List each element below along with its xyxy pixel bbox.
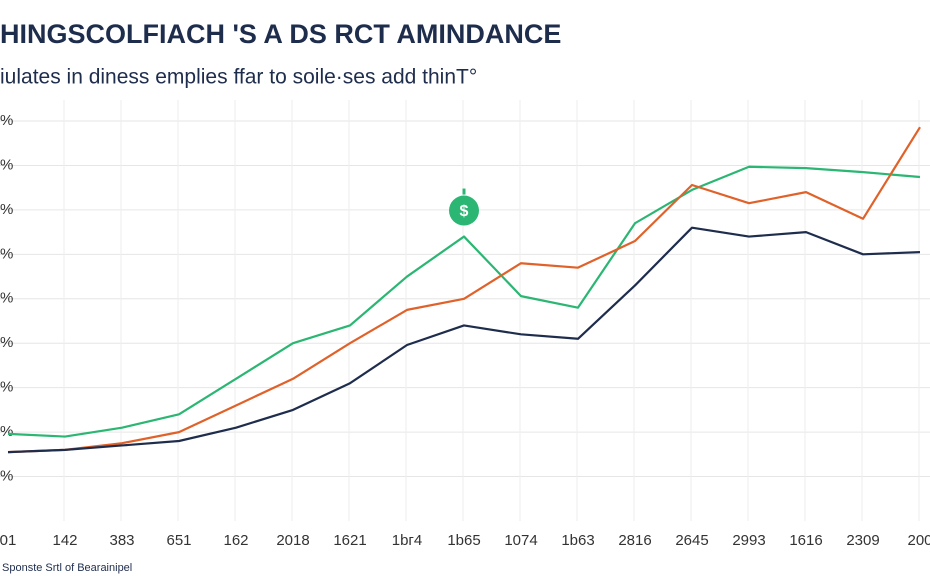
annotation: $: [460, 203, 469, 220]
y-tick-label: %: [0, 334, 13, 351]
y-tick-label: %: [0, 201, 13, 218]
x-tick-label: 2309: [846, 532, 879, 549]
line-series: [7, 126, 921, 454]
x-tick-label: 142: [52, 532, 77, 549]
x-tick-label: 200: [907, 532, 930, 549]
line-series: [7, 226, 921, 454]
x-tick-label: 2816: [618, 532, 651, 549]
y-tick-label: %: [0, 112, 13, 129]
y-tick-label: %: [0, 468, 13, 485]
x-tick-label: 1b65: [447, 532, 480, 549]
line-series: [7, 165, 921, 438]
x-tick-label: 1bг4: [392, 532, 423, 549]
y-tick-label: %: [0, 379, 13, 396]
x-tick-label: 2993: [732, 532, 765, 549]
x-tick-label: 162: [223, 532, 248, 549]
x-tick-label: 2018: [276, 532, 309, 549]
x-tick-label: 651: [166, 532, 191, 549]
x-tick-label: 1616: [789, 532, 822, 549]
source: Sponste Srtl of Bearainipel: [2, 562, 132, 574]
x-tick-label: 2645: [675, 532, 708, 549]
y-tick-label: %: [0, 156, 13, 173]
y-tick-label: %: [0, 245, 13, 262]
chart-subtitle: iulates in diness emplies ffar to soile·…: [0, 66, 477, 89]
x-tick-label: 383: [109, 532, 134, 549]
annotation-icon: [449, 195, 479, 226]
x-tick-label: 1074: [504, 532, 537, 549]
x-tick-label: 1621: [333, 532, 366, 549]
x-tick-label: 1b63: [561, 532, 594, 549]
y-tick-label: %: [0, 290, 13, 307]
x-tick-label: 01: [0, 532, 16, 549]
chart-title: HINGSCOLFIACH 'S A DS RCT AMINDANCE: [0, 19, 561, 49]
y-tick-label: %: [0, 423, 13, 440]
